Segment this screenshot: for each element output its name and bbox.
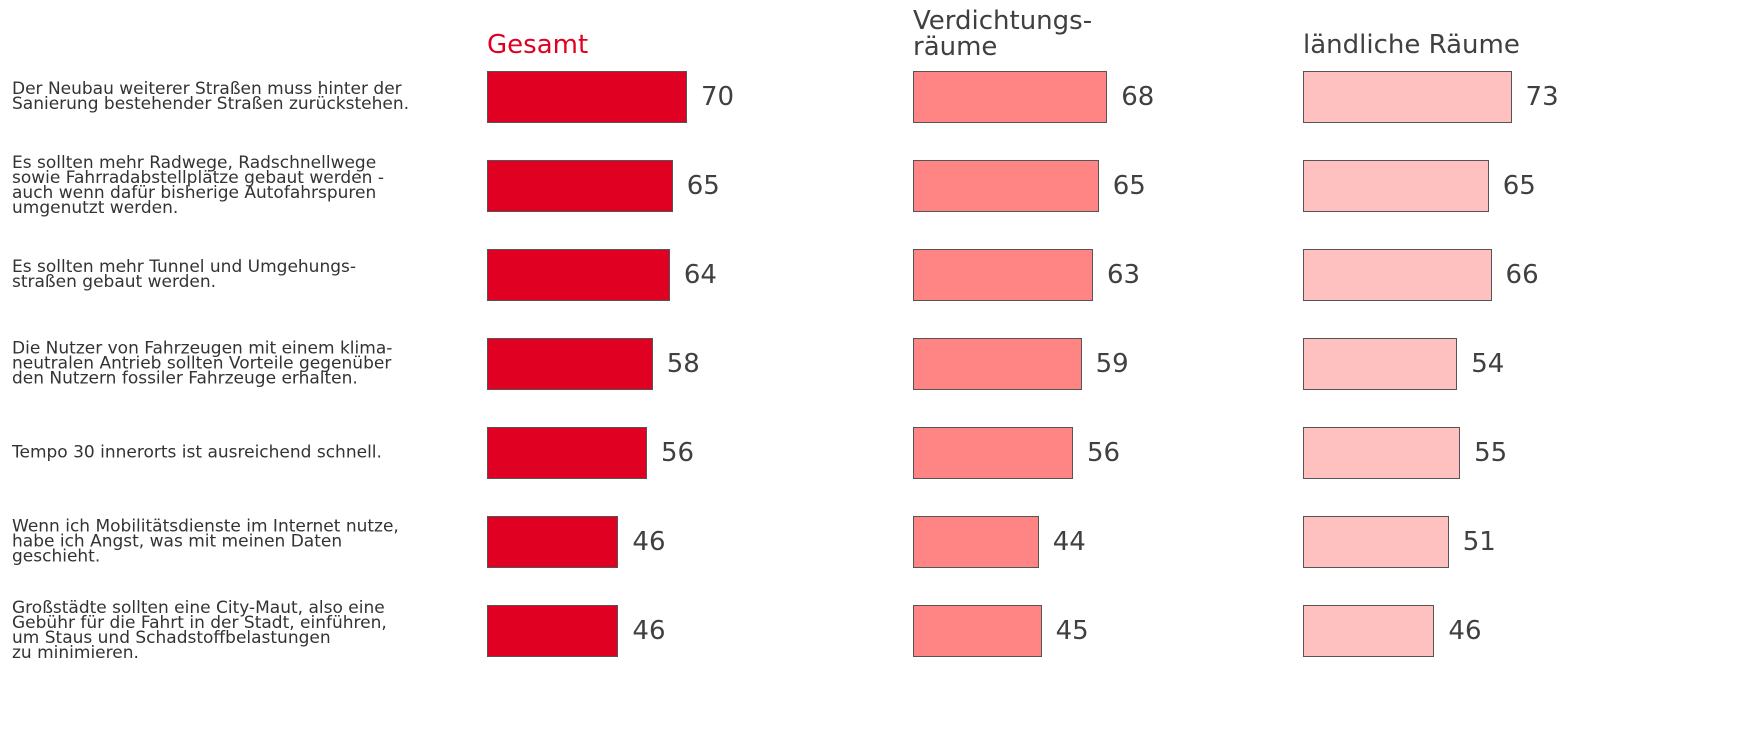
bar <box>487 427 647 479</box>
value-label: 46 <box>632 527 666 557</box>
value-label: 56 <box>660 438 695 468</box>
bar <box>913 71 1108 123</box>
bar <box>487 338 653 390</box>
bar <box>1303 249 1492 301</box>
value-label: 56 <box>1086 438 1121 468</box>
bar <box>1303 160 1489 212</box>
value-label: 64 <box>683 260 717 290</box>
panel-title: Verdichtungs- räume <box>913 6 1093 62</box>
value-label: 63 <box>1106 260 1141 290</box>
value-label: 46 <box>632 616 666 646</box>
value-label: 70 <box>700 82 735 112</box>
bar <box>1303 605 1435 657</box>
bar <box>913 160 1099 212</box>
bar <box>1303 338 1458 390</box>
value-label: 46 <box>1448 616 1482 646</box>
value-label: 44 <box>1052 527 1086 557</box>
bar <box>913 427 1073 479</box>
bar <box>487 249 670 301</box>
bar <box>913 605 1042 657</box>
value-label: 66 <box>1505 260 1539 290</box>
category-label: Der Neubau weiterer Straßen muss hinter … <box>12 79 410 114</box>
value-label: 65 <box>1112 171 1146 201</box>
category-label: Es sollten mehr Tunnel und Umgehungs- st… <box>12 257 357 292</box>
value-label: 45 <box>1055 616 1089 646</box>
bar <box>1303 71 1512 123</box>
category-label: Großstädte sollten eine City-Maut, also … <box>12 598 387 663</box>
panel-title: ländliche Räume <box>1303 30 1520 60</box>
bar <box>1303 427 1461 479</box>
bar <box>487 605 619 657</box>
panel-title: Gesamt <box>487 30 589 60</box>
value-label: 51 <box>1462 527 1496 557</box>
value-label: 58 <box>666 349 700 379</box>
bar <box>487 516 619 568</box>
value-label: 54 <box>1471 349 1505 379</box>
category-label: Tempo 30 innerorts ist ausreichend schne… <box>12 442 382 463</box>
value-label: 65 <box>1502 171 1536 201</box>
value-label: 73 <box>1525 82 1559 112</box>
category-label: Die Nutzer von Fahrzeugen mit einem klim… <box>12 338 393 389</box>
value-label: 65 <box>686 171 720 201</box>
category-label: Es sollten mehr Radwege, Radschnellwege … <box>12 153 384 218</box>
value-label: 59 <box>1095 349 1129 379</box>
category-label: Wenn ich Mobilitätsdienste im Internet n… <box>12 516 399 567</box>
bar <box>913 516 1039 568</box>
bar <box>487 71 687 123</box>
value-label: 68 <box>1121 82 1155 112</box>
bar <box>913 338 1082 390</box>
value-label: 55 <box>1474 438 1508 468</box>
bar <box>1303 516 1449 568</box>
bar <box>487 160 673 212</box>
bar <box>913 249 1093 301</box>
